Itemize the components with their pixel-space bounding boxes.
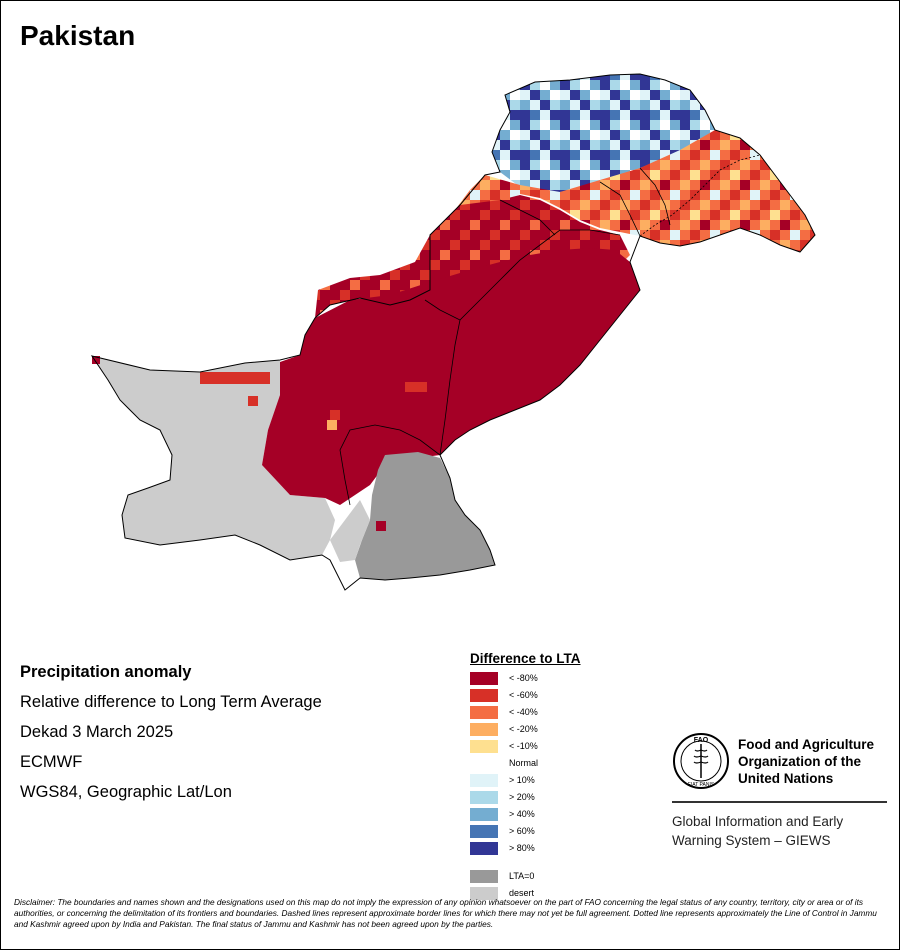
- legend-item: desert: [470, 886, 534, 900]
- info-line-3: ECMWF: [20, 753, 83, 771]
- legend-label: > 60%: [509, 826, 535, 836]
- dry-core-region: [262, 248, 640, 505]
- info-line-2: Dekad 3 March 2025: [20, 723, 174, 741]
- legend-title: Difference to LTA: [470, 651, 581, 666]
- fao-name-line-3: United Nations: [738, 771, 834, 786]
- info-line-4: WGS84, Geographic Lat/Lon: [20, 783, 232, 801]
- legend-swatch: [470, 790, 498, 804]
- legend-label: > 20%: [509, 792, 535, 802]
- giews-line-2: Warning System – GIEWS: [672, 833, 831, 848]
- fao-logo-motto: FIAT PANIS: [688, 782, 715, 788]
- legend-item: > 80%: [470, 841, 535, 855]
- legend-label: Normal: [509, 758, 539, 768]
- legend-label: LTA=0: [509, 871, 535, 881]
- fao-logo-text: FAO: [694, 737, 709, 744]
- legend-item: < -20%: [470, 722, 538, 736]
- legend-item: < -60%: [470, 688, 538, 702]
- legend-swatch: [470, 671, 498, 685]
- legend-swatch: [470, 756, 498, 770]
- fao-logo-icon: FAO FIAT PANIS: [673, 733, 729, 789]
- legend-item: < -40%: [470, 705, 538, 719]
- legend-swatch: [470, 807, 498, 821]
- legend-label: < -60%: [509, 690, 538, 700]
- edge-anomaly-region: [315, 195, 630, 318]
- map-title: Pakistan: [20, 20, 136, 51]
- giews-name: Global Information and Early Warning Sys…: [672, 812, 887, 850]
- legend-item: > 20%: [470, 790, 535, 804]
- legend-item: > 10%: [470, 773, 535, 787]
- cell-red-6: [92, 356, 100, 364]
- coastal-desert: [330, 500, 370, 562]
- line-of-control: [639, 154, 761, 237]
- legend-label: desert: [509, 888, 535, 898]
- cell-orange-2: [327, 420, 337, 430]
- legend-swatch: [470, 841, 498, 855]
- cell-orange-1: [405, 382, 427, 392]
- legend-item: Normal: [470, 756, 538, 770]
- north-anomaly-region: [492, 74, 715, 193]
- legend-label: > 10%: [509, 775, 535, 785]
- giews-line-1: Global Information and Early: [672, 814, 844, 829]
- west-band-red: [200, 372, 270, 384]
- anomaly-map: [90, 73, 816, 591]
- legend-swatch: [470, 824, 498, 838]
- lta-zero-region: [355, 452, 495, 580]
- country-outline: [90, 73, 816, 591]
- fao-name-line-2: Organization of the: [738, 754, 861, 769]
- northeast-anomaly-region: [455, 130, 815, 252]
- map-info: Precipitation anomaly Relative differenc…: [20, 657, 322, 807]
- legend-label: < -80%: [509, 673, 538, 683]
- fao-name: Food and Agriculture Organization of the…: [738, 736, 888, 787]
- fao-name-line-1: Food and Agriculture: [738, 737, 874, 752]
- info-line-1: Relative difference to Long Term Average: [20, 693, 322, 711]
- legend-item: > 40%: [470, 807, 535, 821]
- legend-swatch: [470, 739, 498, 753]
- legend: Difference to LTA < -80% < -60% < -40% <…: [470, 651, 581, 900]
- disclaimer: Disclaimer: The boundaries and names sho…: [14, 897, 877, 929]
- legend-swatch: [470, 886, 498, 900]
- legend-label: < -40%: [509, 707, 538, 717]
- cell-red-4: [248, 396, 258, 406]
- legend-label: < -20%: [509, 724, 538, 734]
- legend-label: > 40%: [509, 809, 535, 819]
- cell-orange-3: [330, 410, 340, 420]
- legend-item: LTA=0: [470, 869, 534, 883]
- cell-red-sindh: [376, 521, 386, 531]
- info-heading: Precipitation anomaly: [20, 663, 192, 681]
- province-boundaries: [339, 167, 671, 506]
- legend-swatch: [470, 722, 498, 736]
- legend-swatch: [470, 705, 498, 719]
- legend-label: < -10%: [509, 741, 538, 751]
- legend-swatch: [470, 869, 498, 883]
- legend-item: < -10%: [470, 739, 538, 753]
- legend-item: > 60%: [470, 824, 535, 838]
- legend-swatch: [470, 688, 498, 702]
- desert-region: [92, 356, 335, 560]
- legend-item: < -80%: [470, 671, 538, 685]
- legend-swatch: [470, 773, 498, 787]
- fao-divider: [672, 801, 887, 803]
- legend-label: > 80%: [509, 843, 535, 853]
